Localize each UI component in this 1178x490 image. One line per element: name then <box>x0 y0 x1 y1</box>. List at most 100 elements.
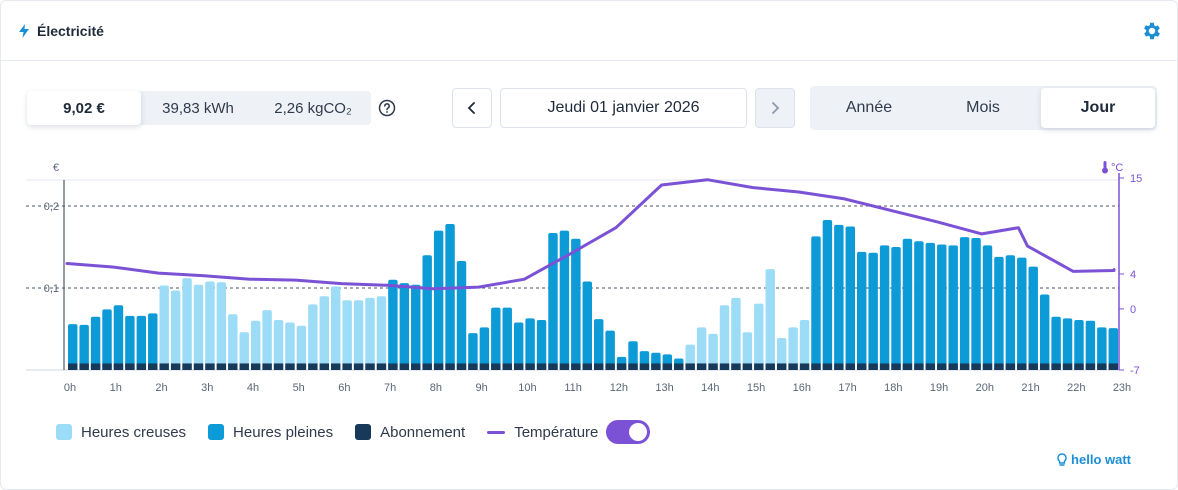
bar-slot <box>857 251 867 370</box>
legend-item-off-peak[interactable]: Heures creuses <box>56 424 186 441</box>
bar-peak <box>399 283 410 370</box>
bar-off-peak <box>742 332 753 370</box>
bar-peak <box>1028 266 1038 370</box>
bar-subscription <box>68 363 78 370</box>
bar-peak <box>90 316 101 370</box>
bar-subscription <box>90 363 101 370</box>
help-button[interactable] <box>378 99 396 122</box>
y2-axis-unit: °C <box>1111 162 1123 174</box>
legend-item-peak[interactable]: Heures pleines <box>208 424 333 441</box>
bar-subscription <box>79 363 89 370</box>
x-tick-label: 11h <box>564 382 582 394</box>
bar-subscription <box>731 363 741 370</box>
y2-tick-label: -7 <box>1130 365 1140 377</box>
bar-slot <box>628 341 638 370</box>
bar-off-peak <box>308 304 318 370</box>
temperature-toggle[interactable] <box>606 420 651 444</box>
bar-peak <box>811 236 821 370</box>
bar-peak <box>571 238 581 370</box>
bar-subscription <box>1085 363 1096 370</box>
bar-slot <box>685 344 695 370</box>
stat-cost[interactable]: 9,02 € <box>27 91 141 125</box>
tab-month[interactable]: Mois <box>966 99 1000 116</box>
bar-slot <box>616 356 627 370</box>
bar-subscription <box>170 363 181 370</box>
bar-off-peak <box>353 300 364 370</box>
tab-year[interactable]: Année <box>845 99 893 116</box>
legend-item-temperature[interactable]: Température <box>487 420 651 444</box>
bar-subscription <box>982 363 993 370</box>
bar-subscription <box>605 363 615 370</box>
toggle-knob <box>629 423 648 441</box>
bar-slot <box>342 300 352 370</box>
bar-slot <box>262 310 272 370</box>
bar-subscription <box>262 363 272 370</box>
x-tick-label: 12h <box>610 382 628 394</box>
y-tick-label: 0,1 <box>44 283 59 295</box>
bar-subscription <box>228 363 238 370</box>
bar-subscription <box>582 363 592 370</box>
next-day-button[interactable] <box>755 88 795 128</box>
bar-slot <box>159 285 169 370</box>
bar-subscription <box>1005 363 1016 370</box>
bar-peak <box>1074 319 1084 370</box>
bar-slot <box>868 252 878 370</box>
bar-slot <box>582 281 592 370</box>
card-title-group: Électricité <box>19 23 104 39</box>
bar-subscription <box>102 363 112 370</box>
bar-slot <box>754 303 764 370</box>
bar-slot <box>605 330 615 370</box>
bar-slot <box>468 333 478 370</box>
bar-slot <box>674 358 684 370</box>
date-selector[interactable]: Jeudi 01 janvier 2026 <box>500 88 747 128</box>
consumption-chart: 0,1 0,2 € -7 0 4 15 °C 0h 1h 2h 3h 4h 5h 6h 7h 8h 9h 10h 11… <box>26 161 1142 394</box>
bar-subscription <box>285 363 295 370</box>
bar-slot <box>193 284 204 370</box>
bar-peak <box>68 324 78 370</box>
bar-peak <box>559 230 570 370</box>
settings-button[interactable] <box>1141 20 1163 47</box>
x-tick-label: 13h <box>655 382 673 394</box>
bar-off-peak <box>708 333 718 370</box>
bar-slot <box>1051 316 1061 370</box>
bar-slot <box>1097 327 1107 370</box>
bar-slot <box>811 236 821 370</box>
bar-slot <box>319 296 329 370</box>
legend-label-subscription: Abonnement <box>380 423 466 441</box>
bar-subscription <box>754 363 764 370</box>
bar-subscription <box>548 363 558 370</box>
x-tick-label: 1h <box>110 382 122 394</box>
bar-subscription <box>205 363 215 370</box>
bar-subscription <box>994 363 1004 370</box>
bar-slot <box>491 307 501 370</box>
legend-item-subscription[interactable]: Abonnement <box>355 424 465 441</box>
bar-peak <box>388 279 398 370</box>
bar-subscription <box>1062 363 1073 370</box>
previous-day-button[interactable] <box>452 88 492 128</box>
bar-peak <box>125 315 135 370</box>
bar-peak <box>1005 255 1016 370</box>
bar-peak <box>433 230 444 370</box>
bar-subscription <box>308 363 318 370</box>
stat-energy[interactable]: 39,83 kWh <box>162 99 234 117</box>
bar-slot <box>548 233 558 370</box>
bar-slot <box>1108 328 1118 370</box>
bar-peak <box>959 237 970 370</box>
bar-subscription <box>765 363 775 370</box>
bar-slot <box>365 297 375 370</box>
bar-off-peak <box>216 282 227 370</box>
bar-subscription <box>742 363 753 370</box>
bar-slot <box>113 305 124 370</box>
tab-day[interactable]: Jour <box>1041 88 1155 128</box>
x-tick-label: 3h <box>201 382 213 394</box>
bar-peak <box>971 237 981 370</box>
bar-subscription <box>216 363 227 370</box>
bar-subscription <box>422 363 432 370</box>
stat-co2[interactable]: 2,26 kgCO₂ <box>274 99 352 117</box>
bar-subscription <box>433 363 444 370</box>
bar-peak <box>468 333 478 370</box>
chevron-left-icon <box>467 102 475 114</box>
bar-subscription <box>959 363 970 370</box>
bar-subscription <box>811 363 821 370</box>
bar-peak <box>891 247 901 370</box>
